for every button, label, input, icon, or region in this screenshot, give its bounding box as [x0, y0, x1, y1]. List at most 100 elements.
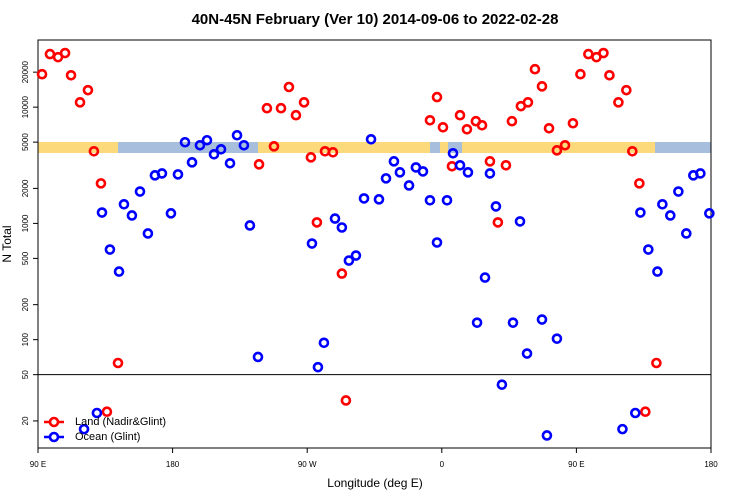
- y-tick-label: 500: [21, 251, 30, 265]
- data-point: [598, 47, 609, 59]
- x-tick-label: 90 E: [568, 460, 584, 469]
- data-point: [113, 266, 125, 277]
- x-tick-label: 0: [440, 460, 445, 469]
- data-point: [329, 213, 341, 224]
- data-point: [343, 255, 355, 266]
- legend-label: Land (Nadir&Glint): [75, 416, 166, 428]
- data-point: [231, 129, 243, 141]
- data-point: [312, 361, 324, 373]
- data-point: [479, 272, 491, 283]
- data-point: [514, 216, 526, 227]
- data-point: [380, 173, 392, 184]
- data-point: [118, 198, 130, 210]
- y-tick-label: 1000: [21, 214, 30, 232]
- surface-band: [38, 142, 711, 153]
- data-point: [417, 166, 429, 177]
- data-point: [461, 123, 473, 135]
- data-point: [179, 136, 191, 148]
- data-point: [365, 133, 377, 145]
- data-point: [388, 156, 400, 167]
- data-point: [437, 121, 449, 133]
- data-point: [551, 145, 563, 156]
- data-point: [521, 348, 533, 359]
- data-point: [215, 143, 227, 155]
- data-point: [492, 217, 504, 228]
- x-tick-label: 180: [166, 460, 180, 469]
- data-point: [604, 69, 615, 81]
- data-point: [529, 63, 541, 75]
- y-tick-label: 100: [21, 332, 30, 346]
- data-point: [194, 139, 206, 151]
- data-point: [536, 314, 548, 325]
- data-point: [95, 178, 107, 189]
- data-point: [238, 139, 250, 151]
- data-point: [244, 220, 256, 231]
- data-point: [186, 157, 198, 168]
- y-tick-label: 10000: [21, 95, 30, 118]
- data-point: [305, 152, 317, 163]
- data-point: [476, 119, 488, 131]
- data-point: [208, 148, 220, 160]
- data-point: [424, 195, 436, 206]
- x-axis-title: Longitude (deg E): [327, 476, 422, 490]
- data-point: [454, 109, 466, 121]
- data-point: [101, 406, 113, 418]
- data-point: [630, 407, 641, 419]
- data-point: [490, 201, 502, 212]
- data-point: [507, 317, 519, 328]
- y-tick-label: 20000: [21, 60, 30, 83]
- data-point: [327, 146, 339, 158]
- y-tick-label: 50: [21, 370, 30, 379]
- data-point: [454, 160, 466, 171]
- data-point: [665, 210, 676, 221]
- data-point: [275, 102, 287, 114]
- chart-title: 40N-45N February (Ver 10) 2014-09-06 to …: [192, 11, 559, 28]
- data-point: [635, 207, 646, 218]
- data-point: [78, 423, 90, 435]
- data-point: [298, 97, 310, 108]
- data-point: [142, 228, 154, 239]
- data-point: [431, 237, 443, 248]
- data-point: [112, 357, 124, 369]
- data-point: [350, 250, 362, 261]
- data-point: [543, 122, 555, 134]
- data-point: [500, 160, 512, 171]
- data-point: [617, 423, 628, 435]
- data-point: [358, 193, 370, 204]
- data-point: [652, 266, 663, 277]
- legend-marker: [48, 431, 60, 443]
- data-point: [91, 407, 103, 419]
- data-point: [283, 81, 295, 93]
- data-point: [567, 117, 579, 129]
- data-point: [134, 186, 146, 197]
- y-tick-label: 200: [21, 297, 30, 311]
- data-point: [318, 337, 330, 349]
- data-point: [403, 180, 415, 191]
- data-point: [657, 198, 668, 210]
- data-point: [156, 168, 168, 179]
- data-point: [536, 81, 548, 92]
- data-point: [104, 244, 116, 255]
- data-point: [559, 139, 571, 151]
- data-point: [634, 178, 645, 189]
- data-point: [261, 102, 273, 114]
- data-point: [484, 156, 496, 167]
- data-point: [311, 217, 323, 228]
- data-point: [640, 406, 651, 418]
- x-tick-label: 90 E: [30, 460, 46, 469]
- data-point: [643, 244, 654, 255]
- y-tick-label: 20: [21, 416, 30, 425]
- data-point: [704, 208, 715, 219]
- data-point: [373, 194, 385, 205]
- x-tick-label: 180: [704, 460, 718, 469]
- data-point: [621, 84, 632, 96]
- data-point: [253, 159, 265, 170]
- data-point: [441, 195, 453, 206]
- legend-label: Ocean (Glint): [75, 431, 140, 443]
- data-point: [446, 160, 458, 172]
- data-point: [651, 357, 662, 369]
- data-point: [336, 268, 348, 279]
- data-point: [447, 147, 459, 159]
- y-tick-label: 2000: [21, 179, 30, 197]
